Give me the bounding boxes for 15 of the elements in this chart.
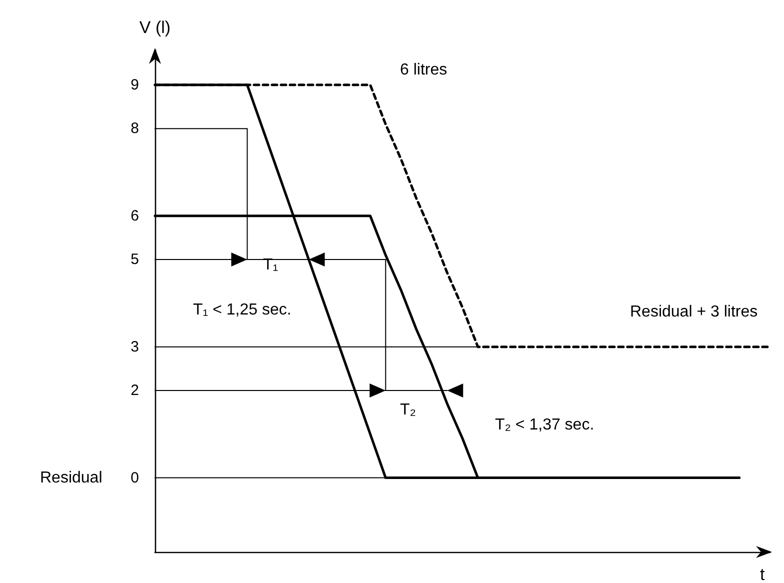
x-axis-title: t (760, 565, 765, 583)
annotation: T₂ < 1,37 sec. (495, 416, 594, 434)
y-tick-label: 5 (130, 251, 139, 268)
annotation: T₁ < 1,25 sec. (193, 302, 292, 318)
y-tick-label: 8 (130, 120, 139, 138)
y-axis-title: V (l) (139, 18, 171, 37)
text: Residual (40, 470, 102, 486)
annotation: 6 litres (400, 62, 448, 78)
y-tick-label: 3 (130, 338, 139, 356)
annotation: T₂ (400, 402, 416, 418)
y-tick-label: 9 (130, 76, 139, 94)
y-tick-label: 2 (130, 382, 139, 399)
y-tick-label: 0 (130, 469, 139, 486)
y-tick-label: 6 (130, 207, 139, 224)
annotation: Residual + 3 litres (630, 304, 758, 320)
